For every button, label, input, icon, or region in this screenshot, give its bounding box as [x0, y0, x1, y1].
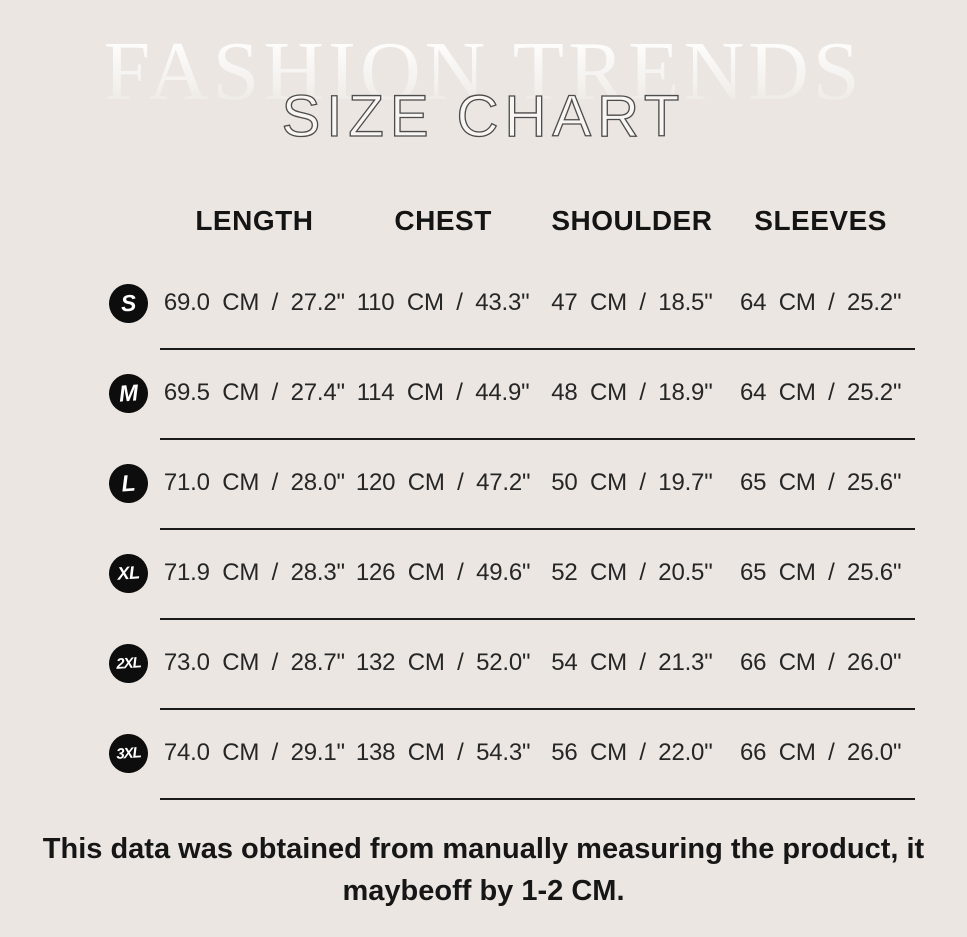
size-chart-table: LENGTH CHEST SHOULDER SLEEVES S 69.0 CM /… — [70, 184, 915, 800]
measurement-cell: 47 CM / 18.5" — [551, 289, 713, 316]
disclaimer-line-1: This data was obtained from manually mea… — [42, 833, 925, 865]
measurement-cell: 66 CM / 26.0" — [739, 739, 902, 766]
measurement-cell: 120 CM / 47.2" — [355, 469, 531, 496]
measurement-cell: 50 CM / 19.7" — [551, 469, 713, 496]
measurement-cell: 126 CM / 49.6" — [355, 559, 531, 586]
row-measurements: 69.0 CM / 27.2" 110 CM / 43.3" 47 CM / 18.… — [160, 258, 915, 350]
measurement-cell: 71.9 CM / 28.3" — [163, 559, 345, 586]
measurement-cell: 56 CM / 22.0" — [551, 739, 713, 766]
disclaimer-line-2: maybeoff by 1-2 CM. — [342, 875, 625, 908]
row-measurements: 71.0 CM / 28.0" 120 CM / 47.2" 50 CM / 19.… — [160, 438, 915, 530]
measurement-cell: 64 CM / 25.2" — [739, 289, 902, 316]
badge-cell: 2XL — [70, 618, 160, 708]
measurement-cell: 65 CM / 25.6" — [739, 559, 902, 586]
size-badge: XL — [107, 552, 149, 594]
row-measurements: 71.9 CM / 28.3" 126 CM / 49.6" 52 CM / 20.… — [160, 528, 915, 620]
badge-cell: XL — [70, 528, 160, 618]
column-header-length: LENGTH — [195, 205, 314, 236]
measurement-cell: 48 CM / 18.9" — [551, 379, 713, 406]
table-row: L 71.0 CM / 28.0" 120 CM / 47.2" 50 CM / 19… — [70, 438, 915, 530]
measurement-cell: 114 CM / 44.9" — [356, 379, 530, 406]
measurement-cell: 66 CM / 26.0" — [739, 649, 902, 676]
table-row: S 69.0 CM / 27.2" 110 CM / 43.3" 47 CM / 18… — [70, 258, 915, 350]
badge-cell: S — [70, 258, 160, 348]
column-header-sleeves: SLEEVES — [754, 205, 887, 236]
row-measurements: 73.0 CM / 28.7" 132 CM / 52.0" 54 CM / 21.… — [160, 618, 915, 710]
size-badge: 2XL — [107, 642, 149, 684]
measurement-cell: 65 CM / 25.6" — [739, 469, 902, 496]
measurement-cell: 74.0 CM / 29.1" — [163, 739, 345, 766]
table-row: XL 71.9 CM / 28.3" 126 CM / 49.6" 52 CM / 2… — [70, 528, 915, 620]
measurement-cell: 73.0 CM / 28.7" — [163, 649, 345, 676]
measurement-cell: 71.0 CM / 28.0" — [163, 469, 345, 496]
table-body: S 69.0 CM / 27.2" 110 CM / 43.3" 47 CM / 18… — [70, 258, 915, 800]
measurement-cell: 138 CM / 54.3" — [355, 739, 531, 766]
column-header-shoulder: SHOULDER — [551, 205, 713, 236]
table-row: 3XL 74.0 CM / 29.1" 138 CM / 54.3" 56 CM / … — [70, 708, 915, 800]
disclaimer-text: This data was obtained from manually mea… — [0, 828, 967, 912]
table-header-row: LENGTH CHEST SHOULDER SLEEVES — [70, 184, 915, 258]
badge-cell: L — [70, 438, 160, 528]
measurement-cell: 110 CM / 43.3" — [356, 289, 530, 316]
header-badge-spacer — [70, 184, 160, 258]
table-row: M 69.5 CM / 27.4" 114 CM / 44.9" 48 CM / 18… — [70, 348, 915, 440]
measurement-cell: 52 CM / 20.5" — [551, 559, 713, 586]
size-badge: S — [107, 282, 149, 324]
page-title: SIZE CHART — [281, 84, 686, 149]
measurement-cell: 69.0 CM / 27.2" — [163, 289, 345, 316]
size-badge: 3XL — [107, 732, 149, 774]
column-header-chest: CHEST — [394, 205, 492, 236]
table-row: 2XL 73.0 CM / 28.7" 132 CM / 52.0" 54 CM / … — [70, 618, 915, 710]
measurement-cell: 132 CM / 52.0" — [355, 649, 531, 676]
size-badge: L — [107, 462, 149, 504]
measurement-cell: 54 CM / 21.3" — [551, 649, 713, 676]
size-badge: M — [107, 372, 149, 414]
badge-cell: M — [70, 348, 160, 438]
badge-cell: 3XL — [70, 708, 160, 798]
measurement-cell: 69.5 CM / 27.4" — [163, 379, 345, 406]
measurement-cell: 64 CM / 25.2" — [739, 379, 902, 406]
row-measurements: 74.0 CM / 29.1" 138 CM / 54.3" 56 CM / 22.… — [160, 708, 915, 800]
row-measurements: 69.5 CM / 27.4" 114 CM / 44.9" 48 CM / 18.… — [160, 348, 915, 440]
